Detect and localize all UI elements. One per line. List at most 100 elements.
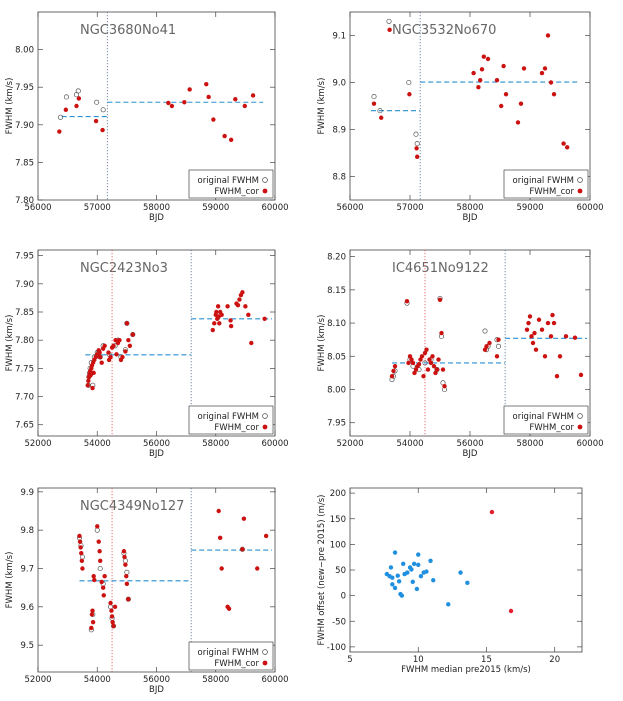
- point-corrected: [437, 297, 443, 303]
- legend-entry: FWHM_cor: [529, 423, 574, 433]
- point-corrected: [212, 321, 217, 326]
- y-tick-label: 8.05: [327, 352, 346, 362]
- point-corrected: [100, 585, 106, 590]
- point-corrected: [85, 383, 90, 388]
- point-corrected: [242, 103, 247, 109]
- x-tick-label: 58000: [202, 439, 229, 449]
- point-corrected: [263, 533, 269, 539]
- point-corrected: [499, 103, 504, 109]
- point-corrected: [392, 364, 398, 369]
- x-axis-label: BJD: [149, 449, 164, 459]
- point-corrected: [563, 334, 569, 339]
- y-tick-label: 150: [330, 515, 346, 525]
- point-corrected: [182, 100, 187, 105]
- y-axis-label: FWHM (km/s): [317, 78, 327, 135]
- point-corrected: [487, 340, 492, 346]
- point-corrected: [126, 596, 131, 602]
- point-corrected: [578, 372, 584, 378]
- legend-box: [503, 405, 589, 435]
- point-original: [75, 88, 81, 94]
- legend-open-marker: [262, 649, 268, 655]
- point-corrected: [117, 337, 122, 343]
- chart-panel-5: 52000 54000 56000 58000 60000 9.5 9.6 9.7 9.8 9.9…: [5, 487, 289, 695]
- point-corrected: [550, 312, 555, 318]
- point-corrected: [494, 77, 500, 83]
- point-corrected: [78, 545, 83, 550]
- point-corrected: [416, 562, 421, 568]
- y-axis-label: FWHM (km/s): [5, 315, 15, 372]
- point-corrected: [106, 350, 111, 355]
- y-tick-label: 8.00: [327, 386, 346, 396]
- point-corrected: [440, 367, 446, 372]
- point-corrected: [219, 312, 224, 318]
- x-axis-label: BJD: [463, 449, 478, 459]
- point-corrected: [407, 354, 413, 359]
- point-corrected: [434, 367, 440, 372]
- point-corrected: [561, 141, 566, 146]
- point-corrected: [90, 619, 96, 625]
- point-corrected: [494, 354, 500, 359]
- legend-entry: original FWHM: [198, 412, 260, 422]
- point-corrected: [86, 378, 91, 383]
- legend-entry: FWHM_cor: [214, 187, 259, 197]
- chart-panel-1: 56000 57000 58000 59000 60000 7.80 7.85 7.90 7.9…: [5, 11, 289, 223]
- point-corrected: [262, 316, 267, 321]
- point-corrected: [404, 298, 410, 304]
- legend-entry: original FWHM: [198, 176, 260, 186]
- point-corrected: [228, 318, 233, 323]
- point-corrected: [126, 337, 131, 343]
- x-tick-label: 60000: [261, 675, 288, 685]
- point-corrected: [395, 573, 400, 578]
- point-corrected: [114, 352, 119, 357]
- point-original: [94, 99, 100, 105]
- x-axis-label: BJD: [463, 213, 478, 223]
- point-corrected: [91, 370, 96, 376]
- point-corrected: [90, 608, 95, 613]
- point-corrected: [228, 323, 234, 329]
- point-corrected: [379, 115, 384, 120]
- chart-title: IC4651No9122: [392, 261, 489, 276]
- chart-title: NGC3532No670: [392, 23, 496, 38]
- x-tick-label: 54000: [84, 675, 111, 685]
- point-corrected: [89, 612, 95, 617]
- point-corrected: [371, 101, 377, 106]
- x-tick-label: 56000: [143, 675, 170, 685]
- x-tick-label: 60000: [576, 203, 603, 213]
- point-corrected: [124, 581, 130, 587]
- point-corrected: [412, 370, 417, 376]
- x-tick-label: 52000: [24, 439, 51, 449]
- point-corrected: [130, 332, 135, 337]
- chart-title: NGC4349No127: [80, 499, 184, 514]
- x-tick-label: 15: [481, 655, 492, 665]
- point-corrected: [399, 593, 405, 598]
- point-corrected: [536, 317, 542, 322]
- point-corrected: [391, 368, 396, 374]
- point-corrected: [111, 343, 116, 349]
- legend-entry: FWHM_cor: [214, 423, 259, 433]
- point-corrected: [99, 360, 104, 365]
- point-corrected: [428, 558, 433, 563]
- x-tick-label: 56000: [24, 203, 51, 213]
- point-corrected: [80, 566, 85, 571]
- point-corrected: [217, 321, 222, 326]
- point-corrected: [392, 550, 398, 555]
- point-corrected: [478, 77, 483, 83]
- point-corrected: [250, 93, 256, 98]
- point-corrected: [414, 146, 419, 151]
- point-corrected: [436, 357, 441, 362]
- point-corrected: [410, 579, 415, 584]
- point-corrected: [479, 67, 485, 72]
- point-original: [100, 107, 106, 113]
- y-tick-label: 7.85: [15, 158, 34, 168]
- point-corrected: [565, 145, 570, 150]
- point-corrected: [388, 565, 394, 570]
- point-corrected: [123, 562, 128, 567]
- point-corrected: [111, 623, 116, 629]
- y-tick-label: 7.90: [15, 280, 34, 290]
- point-corrected: [409, 567, 414, 572]
- point-corrected: [216, 508, 221, 514]
- point-corrected: [489, 509, 495, 515]
- point-corrected: [416, 362, 422, 367]
